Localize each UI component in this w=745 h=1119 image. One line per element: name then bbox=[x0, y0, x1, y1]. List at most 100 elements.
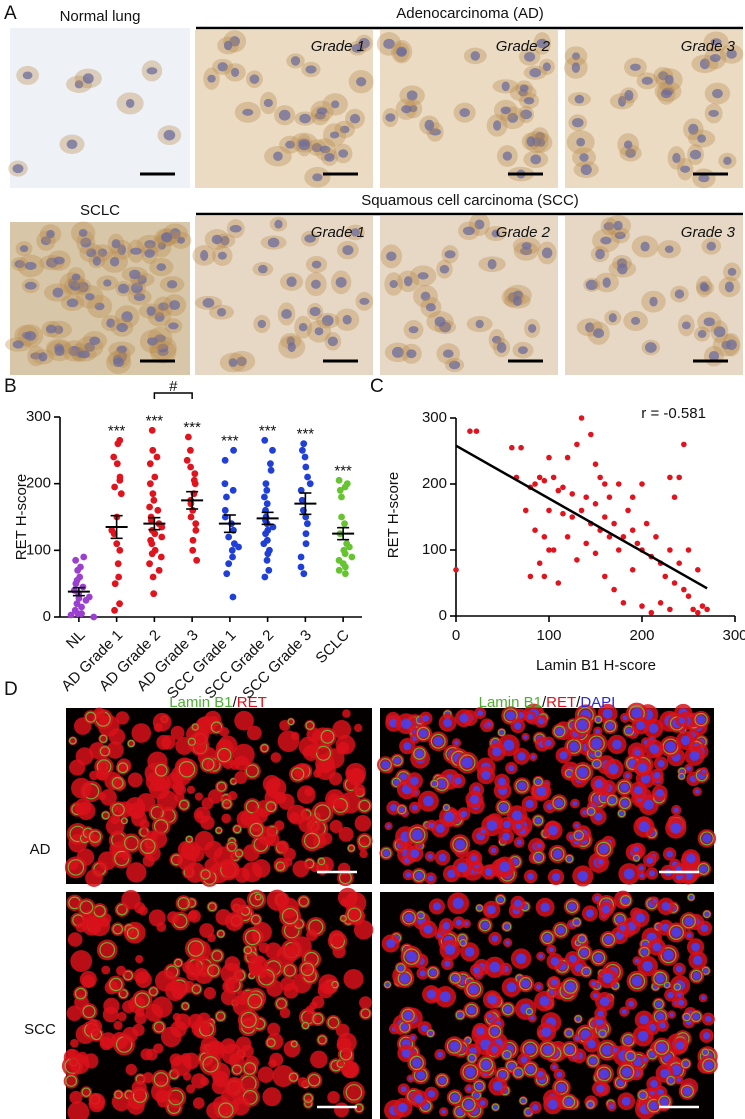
image-label: SCLC bbox=[80, 202, 120, 219]
nucleus bbox=[481, 829, 486, 834]
x-tick-label: 0 bbox=[452, 627, 460, 644]
nucleus bbox=[476, 1083, 483, 1090]
nucleus bbox=[538, 718, 544, 724]
nucleus bbox=[455, 839, 465, 849]
nucleus bbox=[508, 765, 514, 771]
nucleus bbox=[640, 873, 645, 878]
nucleus bbox=[507, 982, 517, 992]
point bbox=[579, 508, 585, 514]
point bbox=[118, 490, 125, 497]
cell bbox=[182, 961, 194, 973]
nucleus bbox=[596, 752, 600, 756]
nucleus bbox=[645, 342, 657, 353]
nucleus bbox=[621, 799, 629, 807]
nucleus bbox=[502, 833, 510, 841]
nucleus bbox=[553, 849, 562, 858]
significance: *** bbox=[334, 462, 352, 479]
nucleus bbox=[705, 912, 710, 917]
nucleus bbox=[603, 277, 611, 287]
point bbox=[302, 464, 309, 471]
point bbox=[574, 442, 580, 448]
point bbox=[298, 554, 305, 561]
nucleus bbox=[288, 342, 296, 352]
point bbox=[667, 547, 673, 553]
point bbox=[551, 475, 557, 481]
cell bbox=[70, 950, 92, 972]
nucleus bbox=[663, 950, 674, 961]
nucleus bbox=[622, 1097, 631, 1106]
point bbox=[110, 454, 117, 461]
nucleus bbox=[707, 242, 716, 251]
nucleus bbox=[404, 913, 413, 922]
nucleus bbox=[218, 252, 227, 260]
nucleus bbox=[503, 821, 511, 829]
point bbox=[704, 607, 710, 613]
nucleus bbox=[470, 51, 480, 60]
nucleus bbox=[625, 773, 630, 778]
nucleus bbox=[588, 809, 594, 815]
grade-label: Grade 3 bbox=[681, 224, 736, 241]
cell bbox=[297, 785, 316, 804]
nucleus bbox=[569, 742, 579, 752]
cell bbox=[121, 852, 129, 860]
nucleus bbox=[516, 840, 521, 845]
nucleus bbox=[654, 772, 661, 779]
nucleus bbox=[460, 811, 467, 818]
nucleus bbox=[129, 270, 140, 280]
nucleus bbox=[640, 1092, 646, 1098]
nucleus bbox=[598, 859, 603, 864]
nucleus bbox=[667, 992, 674, 999]
cell bbox=[334, 1102, 349, 1117]
point bbox=[158, 534, 165, 541]
nucleus bbox=[203, 298, 215, 308]
cell bbox=[71, 778, 92, 799]
grade-label: Grade 1 bbox=[311, 224, 365, 241]
nucleus bbox=[627, 1053, 634, 1060]
cell bbox=[280, 1008, 291, 1019]
nucleus bbox=[514, 900, 521, 907]
nucleus bbox=[207, 75, 215, 83]
cell bbox=[172, 782, 184, 794]
point bbox=[146, 504, 153, 511]
nucleus bbox=[545, 740, 552, 747]
nucleus bbox=[639, 866, 644, 871]
point bbox=[528, 574, 534, 580]
point bbox=[593, 461, 599, 467]
nucleus bbox=[641, 949, 648, 956]
nucleus bbox=[698, 174, 709, 182]
point bbox=[261, 494, 268, 501]
point bbox=[300, 570, 307, 577]
point bbox=[574, 557, 580, 563]
nucleus bbox=[428, 875, 434, 881]
nucleus bbox=[439, 854, 447, 862]
point bbox=[509, 445, 515, 451]
point bbox=[150, 590, 157, 597]
nucleus bbox=[704, 1061, 713, 1070]
nucleus bbox=[489, 962, 500, 973]
nucleus bbox=[440, 265, 449, 274]
cell bbox=[145, 1004, 163, 1022]
nucleus bbox=[537, 843, 542, 848]
nucleus bbox=[398, 1103, 408, 1113]
nucleus bbox=[535, 817, 541, 823]
nucleus bbox=[566, 1045, 575, 1054]
panel-label: C bbox=[370, 376, 384, 397]
point bbox=[307, 480, 314, 487]
grade-label: Grade 3 bbox=[681, 38, 736, 55]
nucleus bbox=[147, 67, 158, 74]
nucleus bbox=[652, 943, 661, 952]
nucleus bbox=[555, 799, 564, 808]
cell bbox=[128, 802, 145, 819]
point bbox=[667, 607, 673, 613]
point bbox=[662, 574, 668, 580]
cell bbox=[101, 966, 110, 975]
nucleus bbox=[444, 812, 454, 822]
cell bbox=[153, 713, 172, 732]
cell bbox=[287, 805, 307, 825]
point bbox=[158, 554, 165, 561]
nucleus bbox=[55, 346, 65, 356]
nucleus bbox=[686, 766, 691, 771]
nucleus bbox=[411, 1036, 415, 1040]
nucleus bbox=[579, 153, 588, 162]
